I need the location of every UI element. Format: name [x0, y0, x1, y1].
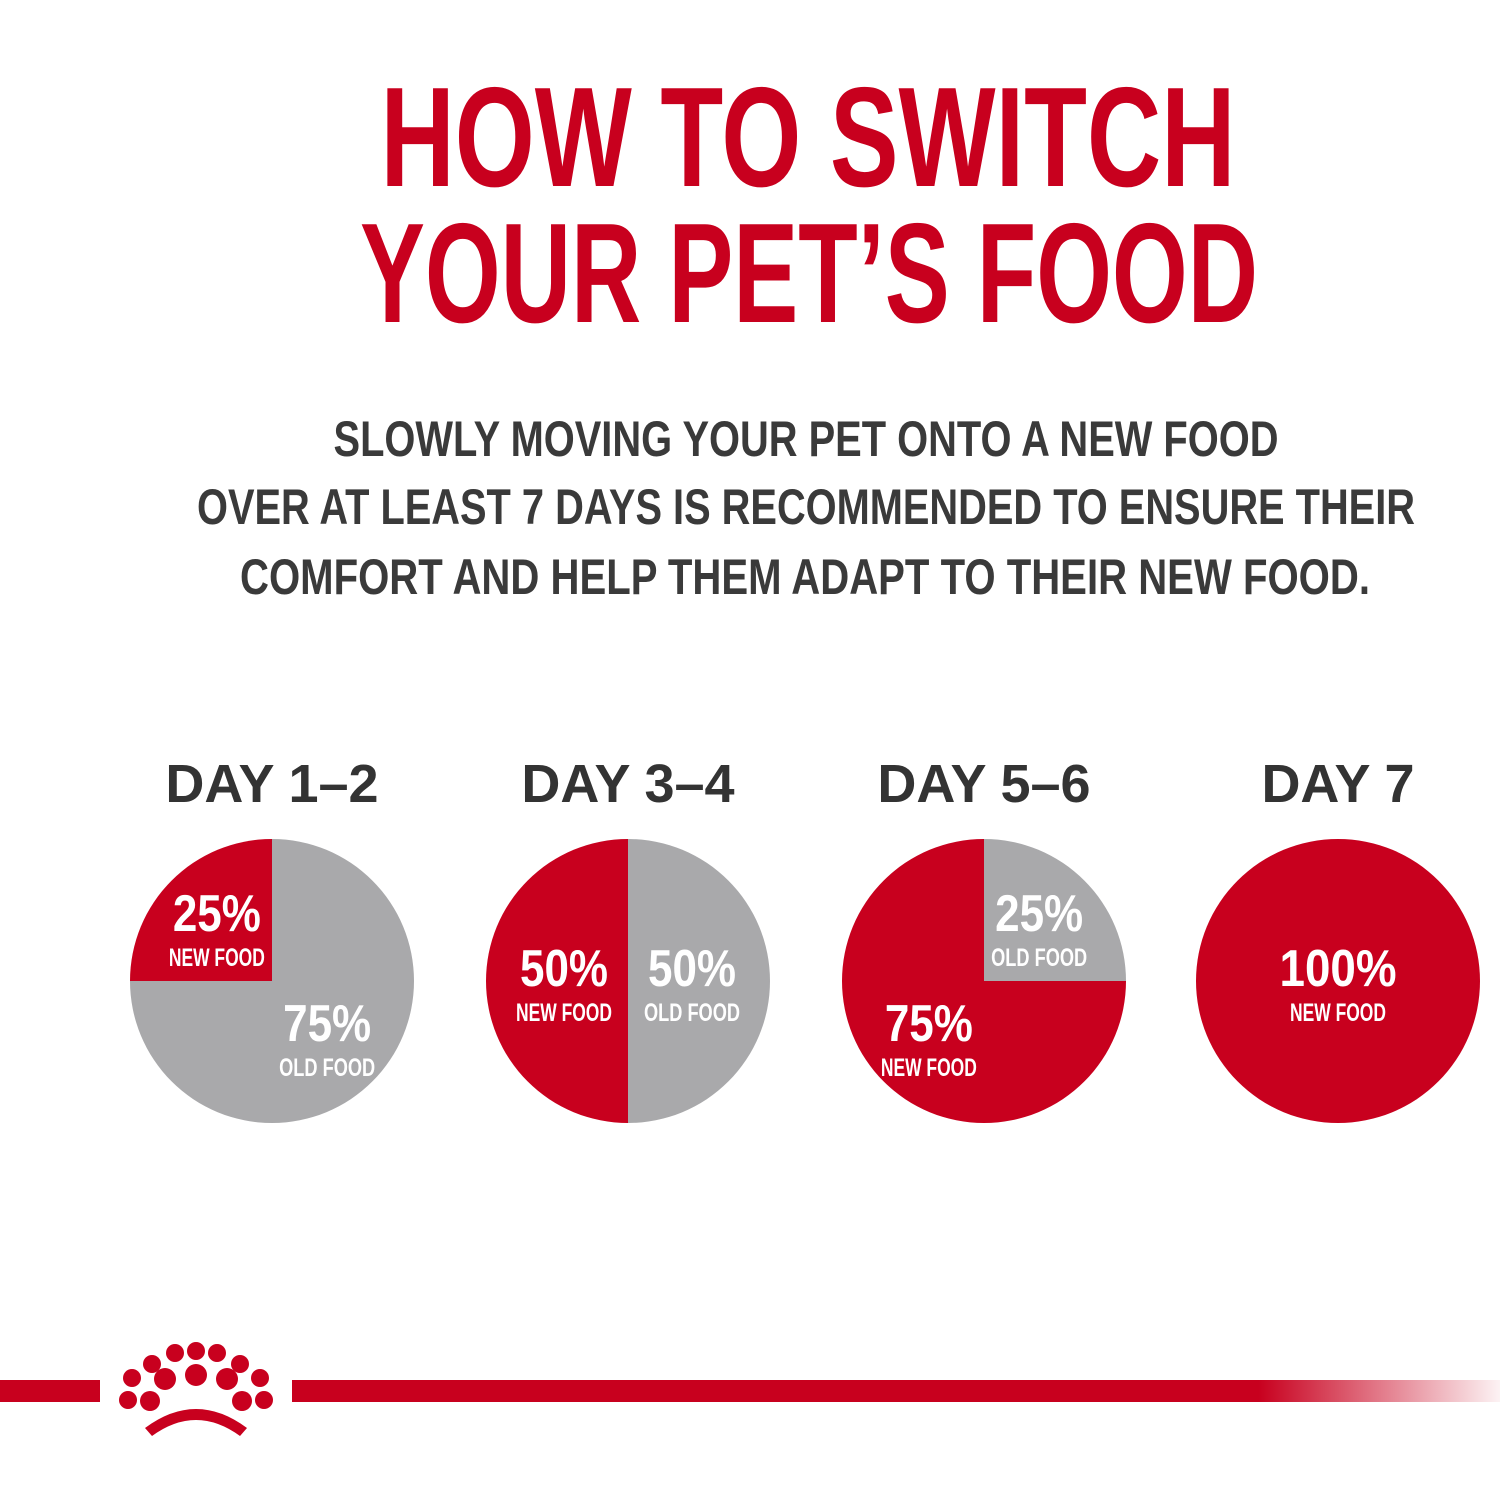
footer — [0, 1342, 1500, 1436]
pie-slice — [130, 839, 272, 981]
value-label: 100% — [1280, 940, 1397, 998]
category-label: OLD FOOD — [991, 944, 1087, 972]
pie-slice — [130, 839, 414, 1123]
title-line: YOUR PET’S FOOD — [360, 194, 1258, 353]
category-label: NEW FOOD — [516, 999, 612, 1027]
value-label: 25% — [173, 885, 261, 943]
value-label: 75% — [283, 995, 371, 1053]
category-label: NEW FOOD — [881, 1054, 977, 1082]
pie-slice — [628, 839, 770, 1123]
subtitle-line: COMFORT AND HELP THEM ADAPT TO THEIR NEW… — [240, 549, 1370, 605]
pie-slice — [1196, 839, 1480, 1123]
pie-title: DAY 1–2 — [165, 754, 378, 814]
pie-title: DAY 5–6 — [877, 754, 1090, 814]
category-label: OLD FOOD — [644, 999, 740, 1027]
pie-title: DAY 7 — [1261, 754, 1414, 814]
value-label: 50% — [520, 940, 608, 998]
pie-title: DAY 3–4 — [521, 754, 734, 814]
subtitle-line: SLOWLY MOVING YOUR PET ONTO A NEW FOOD — [334, 411, 1279, 467]
category-label: NEW FOOD — [169, 944, 265, 972]
title-line: HOW TO SWITCH — [381, 58, 1236, 217]
category-label: NEW FOOD — [1290, 999, 1386, 1027]
value-label: 25% — [995, 885, 1083, 943]
value-label: 50% — [648, 940, 736, 998]
footer-line — [292, 1380, 1500, 1402]
crown-logo — [119, 1342, 273, 1436]
pie-slice — [984, 839, 1126, 981]
pie-slice — [486, 839, 628, 1123]
subtitle-line: OVER AT LEAST 7 DAYS IS RECOMMENDED TO E… — [197, 479, 1415, 535]
category-label: OLD FOOD — [279, 1054, 375, 1082]
footer-line — [0, 1380, 100, 1402]
value-label: 75% — [885, 995, 973, 1053]
